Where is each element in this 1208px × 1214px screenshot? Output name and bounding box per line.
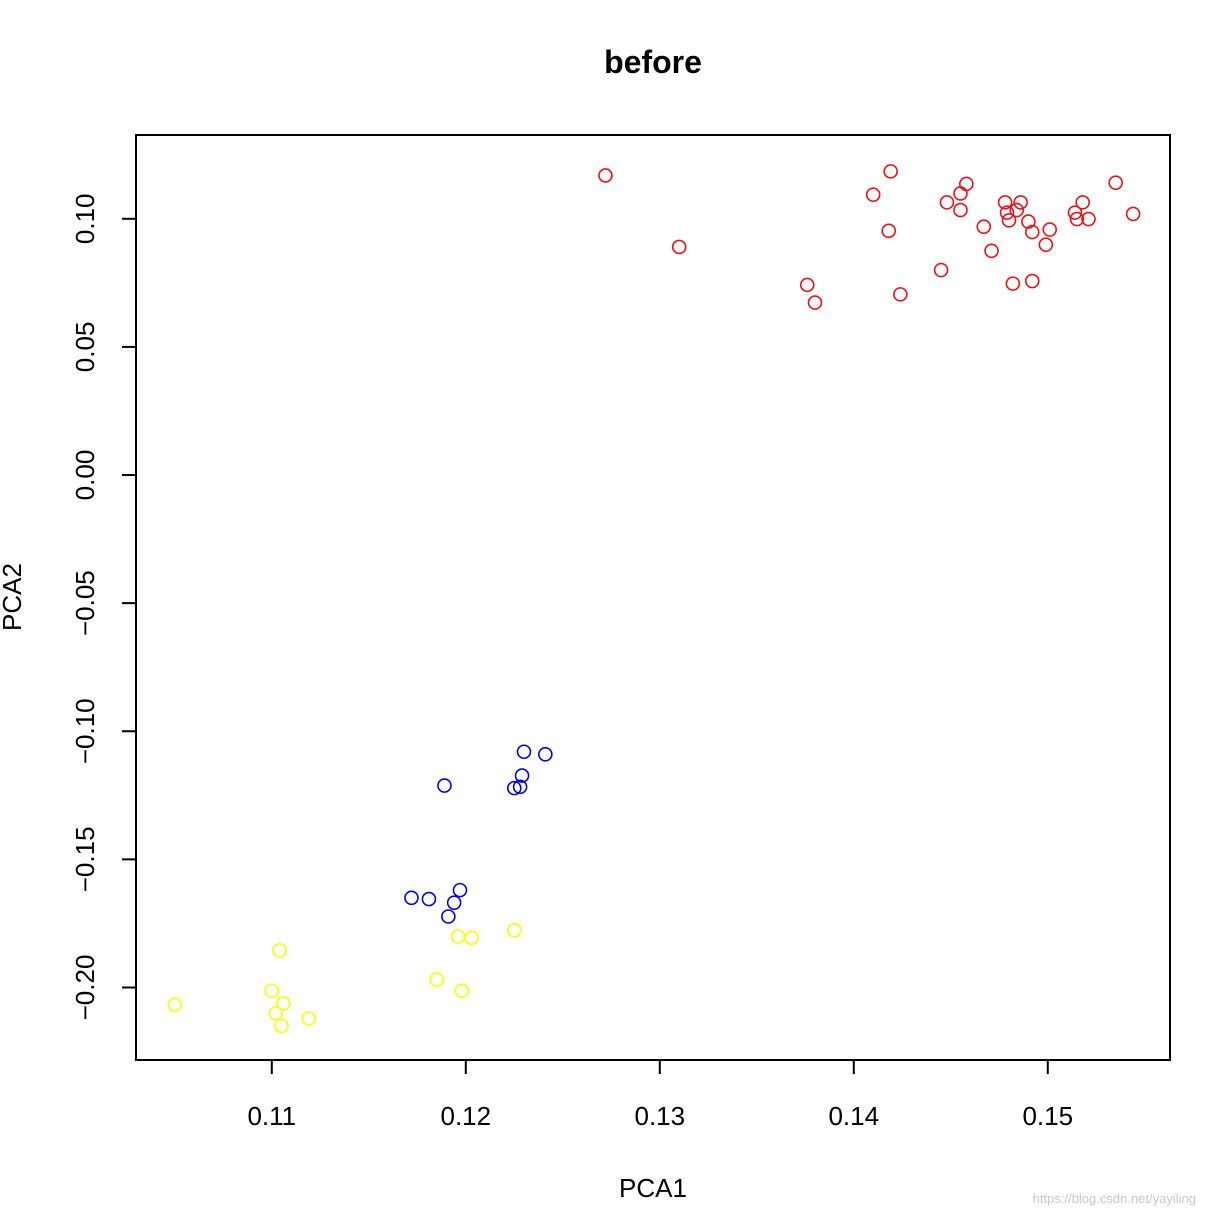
data-point	[538, 747, 553, 762]
data-point	[421, 891, 437, 907]
data-point	[1024, 273, 1040, 289]
data-point	[516, 744, 532, 760]
x-tick-label: 0.13	[634, 1101, 685, 1131]
y-tick-label: 0.05	[70, 322, 100, 373]
data-point	[464, 930, 479, 946]
data-point	[429, 972, 444, 987]
x-tick-label: 0.14	[828, 1101, 879, 1131]
data-point	[939, 195, 955, 210]
y-axis-label: PCA2	[0, 563, 27, 631]
data-point	[1069, 211, 1085, 227]
series-1	[598, 164, 1141, 310]
series-3	[167, 923, 522, 1034]
data-point	[999, 205, 1015, 220]
data-point	[671, 239, 687, 255]
data-point	[404, 890, 419, 906]
watermark: https://blog.csdn.net/yayiling	[1032, 1191, 1196, 1206]
y-tick-label: −0.15	[70, 826, 100, 892]
data-point	[446, 895, 462, 910]
data-point	[1108, 175, 1123, 190]
data-point	[883, 164, 898, 179]
y-tick-label: 0.00	[70, 450, 100, 501]
data-point	[1081, 211, 1096, 227]
data-point	[1067, 205, 1083, 220]
data-point	[1075, 195, 1091, 210]
data-point	[276, 996, 291, 1011]
data-point	[272, 943, 287, 958]
y-tick-label: −0.20	[70, 955, 100, 1021]
data-point	[441, 909, 456, 924]
data-point	[953, 186, 968, 201]
data-point	[512, 779, 528, 795]
x-tick-label: 0.12	[440, 1101, 491, 1131]
chart-title: before	[604, 44, 702, 80]
y-tick-label: 0.10	[70, 193, 100, 244]
data-point	[959, 176, 974, 192]
data-point	[1024, 224, 1040, 240]
x-axis-label: PCA1	[619, 1173, 687, 1203]
data-point	[454, 983, 470, 999]
data-point	[976, 219, 992, 235]
data-point	[1125, 206, 1141, 222]
series-2	[404, 744, 553, 924]
data-point	[807, 295, 823, 310]
plot-frame	[135, 134, 1171, 1061]
data-point	[953, 202, 968, 218]
data-point	[506, 780, 522, 796]
y-tick-label: −0.05	[70, 570, 100, 636]
data-point	[865, 187, 881, 203]
data-point	[984, 243, 999, 259]
data-point	[1021, 214, 1036, 229]
x-tick-label: 0.15	[1022, 1101, 1073, 1131]
data-point	[167, 997, 183, 1012]
data-point	[1013, 195, 1028, 210]
data-point	[1038, 237, 1054, 252]
x-tick-label: 0.11	[247, 1101, 296, 1131]
x-axis: 0.11 0.12 0.13 0.14 0.15	[247, 1059, 1073, 1131]
data-point	[274, 1018, 289, 1034]
data-point	[506, 923, 522, 938]
data-point	[452, 882, 468, 898]
data-point	[264, 983, 280, 999]
data-point	[268, 1006, 283, 1021]
data-point	[450, 929, 466, 944]
data-point	[514, 768, 530, 783]
data-point	[437, 778, 452, 793]
data-point	[1001, 213, 1017, 228]
data-point	[997, 195, 1013, 210]
data-point	[933, 262, 949, 278]
data-point	[1042, 222, 1058, 237]
data-points	[167, 164, 1141, 1034]
data-point	[1005, 276, 1021, 291]
data-point	[881, 223, 897, 239]
data-point	[598, 168, 613, 183]
data-point	[1009, 202, 1025, 218]
data-point	[893, 287, 908, 302]
y-tick-label: −0.10	[70, 698, 100, 764]
data-point	[799, 277, 815, 293]
y-axis: 0.10 0.05 0.00 −0.05 −0.10 −0.15 −0.20	[70, 193, 137, 1021]
data-point	[301, 1011, 316, 1026]
